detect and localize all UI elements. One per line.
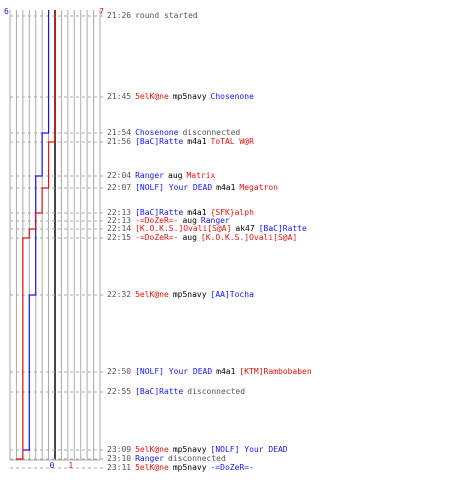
red-score-line — [15, 10, 56, 460]
blue-start-score: 6 — [4, 7, 9, 16]
red-end-score: 1 — [68, 461, 73, 470]
blue-end-score: 0 — [50, 461, 55, 470]
blue-score-line — [22, 10, 50, 451]
red-start-score: 7 — [99, 7, 104, 16]
